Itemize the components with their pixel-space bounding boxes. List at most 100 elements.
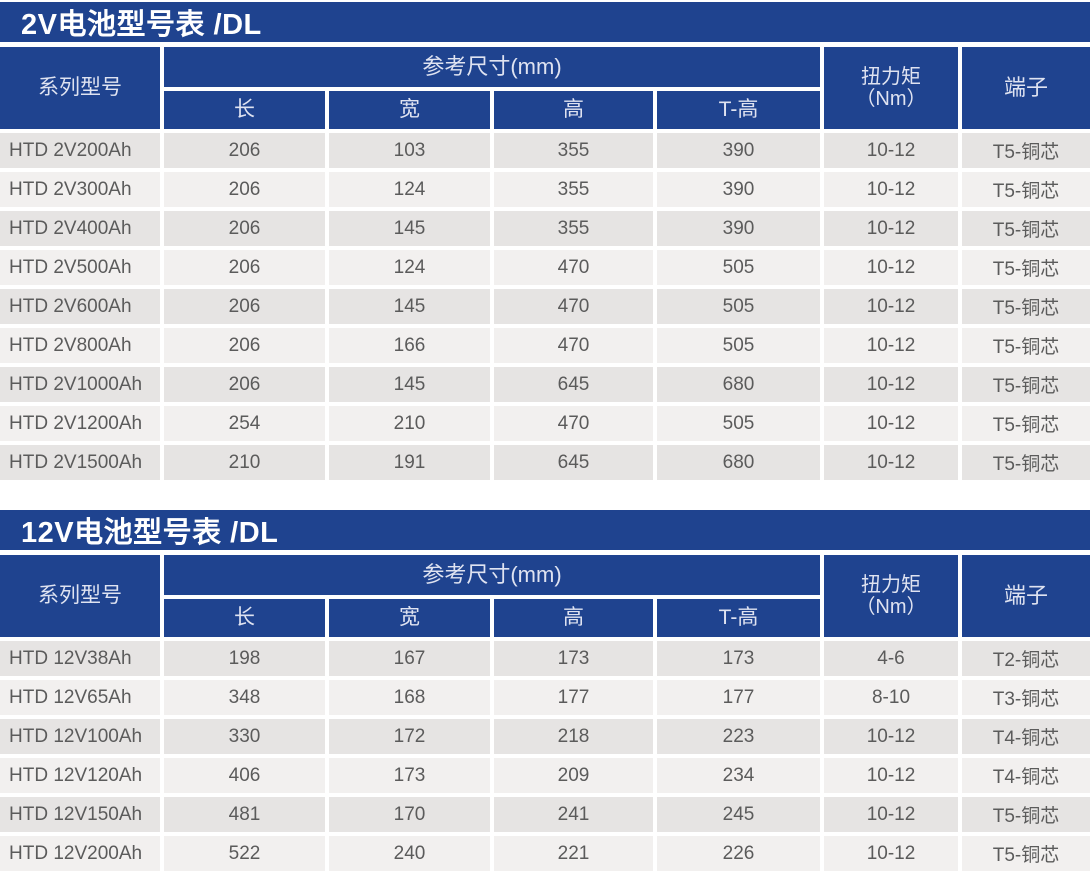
spec-value-cell: 221 [494, 836, 653, 871]
spec-value-cell: 10-12 [824, 328, 958, 363]
model-cell: HTD 12V65Ah [0, 680, 160, 715]
header-total-height: T-高 [657, 599, 820, 637]
spec-value-cell: 4-6 [824, 641, 958, 676]
spec-value-cell: 645 [494, 367, 653, 402]
header-terminal: 端子 [962, 555, 1090, 637]
spec-value-cell: 390 [657, 133, 820, 168]
model-cell: HTD 2V400Ah [0, 211, 160, 246]
table-title-bar: 2V电池型号表 /DL [0, 2, 1090, 42]
spec-value-cell: 226 [657, 836, 820, 871]
model-cell: HTD 12V38Ah [0, 641, 160, 676]
spec-value-cell: 470 [494, 406, 653, 441]
spec-value-cell: 223 [657, 719, 820, 754]
spec-value-cell: 406 [164, 758, 325, 793]
spec-value-cell: 168 [329, 680, 490, 715]
spec-value-cell: 355 [494, 211, 653, 246]
spec-value-cell: 10-12 [824, 406, 958, 441]
model-cell: HTD 12V100Ah [0, 719, 160, 754]
spec-value-cell: 470 [494, 250, 653, 285]
spec-grid-12v: 系列型号 参考尺寸(mm) 长 宽 高 T-高 扭力矩 （Nm） 端子 HTD … [0, 555, 1090, 871]
spec-value-cell: 522 [164, 836, 325, 871]
spec-value-cell: 241 [494, 797, 653, 832]
model-cell: HTD 2V1500Ah [0, 445, 160, 480]
spec-value-cell: 680 [657, 367, 820, 402]
spec-value-cell: 10-12 [824, 758, 958, 793]
spec-value-cell: 505 [657, 406, 820, 441]
spec-value-cell: 209 [494, 758, 653, 793]
spec-value-cell: 218 [494, 719, 653, 754]
model-cell: HTD 12V200Ah [0, 836, 160, 871]
spec-value-cell: 210 [329, 406, 490, 441]
spec-value-cell: 680 [657, 445, 820, 480]
spec-value-cell: 10-12 [824, 367, 958, 402]
spec-value-cell: 234 [657, 758, 820, 793]
model-cell: HTD 2V1200Ah [0, 406, 160, 441]
spec-value-cell: 330 [164, 719, 325, 754]
spec-value-cell: 210 [164, 445, 325, 480]
spec-value-cell: 170 [329, 797, 490, 832]
header-series-model: 系列型号 [0, 555, 160, 637]
spec-value-cell: 206 [164, 172, 325, 207]
spec-value-cell: 10-12 [824, 250, 958, 285]
header-torque-line1: 扭力矩 [861, 574, 921, 596]
spec-value-cell: 348 [164, 680, 325, 715]
spec-value-cell: 145 [329, 211, 490, 246]
header-torque-line2: （Nm） [855, 596, 927, 618]
spec-value-cell: 103 [329, 133, 490, 168]
spec-value-cell: 198 [164, 641, 325, 676]
spec-value-cell: 166 [329, 328, 490, 363]
spec-value-cell: 145 [329, 289, 490, 324]
spec-value-cell: 240 [329, 836, 490, 871]
spec-value-cell: T5-铜芯 [962, 133, 1090, 168]
header-torque: 扭力矩 （Nm） [824, 555, 958, 637]
model-cell: HTD 2V200Ah [0, 133, 160, 168]
model-cell: HTD 12V120Ah [0, 758, 160, 793]
spec-value-cell: 10-12 [824, 719, 958, 754]
spec-value-cell: T5-铜芯 [962, 367, 1090, 402]
table-title-bar: 12V电池型号表 /DL [0, 510, 1090, 550]
model-cell: HTD 12V150Ah [0, 797, 160, 832]
spec-value-cell: T5-铜芯 [962, 836, 1090, 871]
header-length: 长 [164, 599, 325, 637]
spec-value-cell: 355 [494, 133, 653, 168]
table-title: 12V电池型号表 /DL [21, 517, 279, 549]
spec-value-cell: 206 [164, 211, 325, 246]
model-cell: HTD 2V1000Ah [0, 367, 160, 402]
spec-value-cell: 505 [657, 328, 820, 363]
spec-value-cell: 10-12 [824, 836, 958, 871]
battery-table-12v: 12V电池型号表 /DL 系列型号 参考尺寸(mm) 长 宽 高 T-高 扭力矩… [0, 510, 1090, 871]
model-cell: HTD 2V800Ah [0, 328, 160, 363]
spec-value-cell: 645 [494, 445, 653, 480]
spec-value-cell: 355 [494, 172, 653, 207]
header-width: 宽 [329, 599, 490, 637]
spec-value-cell: T5-铜芯 [962, 406, 1090, 441]
spec-value-cell: 191 [329, 445, 490, 480]
header-total-height: T-高 [657, 91, 820, 129]
header-terminal: 端子 [962, 47, 1090, 129]
spec-value-cell: T2-铜芯 [962, 641, 1090, 676]
spec-value-cell: 206 [164, 133, 325, 168]
spec-value-cell: 505 [657, 250, 820, 285]
spec-value-cell: 145 [329, 367, 490, 402]
header-height: 高 [494, 91, 653, 129]
spec-value-cell: 481 [164, 797, 325, 832]
header-dimensions-group: 参考尺寸(mm) [164, 47, 820, 87]
spec-value-cell: 10-12 [824, 445, 958, 480]
spec-value-cell: 173 [494, 641, 653, 676]
spec-value-cell: 173 [657, 641, 820, 676]
spec-value-cell: 206 [164, 289, 325, 324]
spec-value-cell: 172 [329, 719, 490, 754]
spec-value-cell: 470 [494, 328, 653, 363]
table-title: 2V电池型号表 /DL [21, 9, 262, 41]
header-torque-line1: 扭力矩 [861, 66, 921, 88]
spec-value-cell: 10-12 [824, 797, 958, 832]
spec-value-cell: 8-10 [824, 680, 958, 715]
model-cell: HTD 2V500Ah [0, 250, 160, 285]
header-length: 长 [164, 91, 325, 129]
spec-value-cell: 177 [657, 680, 820, 715]
spec-value-cell: 10-12 [824, 289, 958, 324]
spec-value-cell: 10-12 [824, 133, 958, 168]
spec-value-cell: T4-铜芯 [962, 719, 1090, 754]
spec-value-cell: 10-12 [824, 172, 958, 207]
spec-value-cell: 206 [164, 367, 325, 402]
